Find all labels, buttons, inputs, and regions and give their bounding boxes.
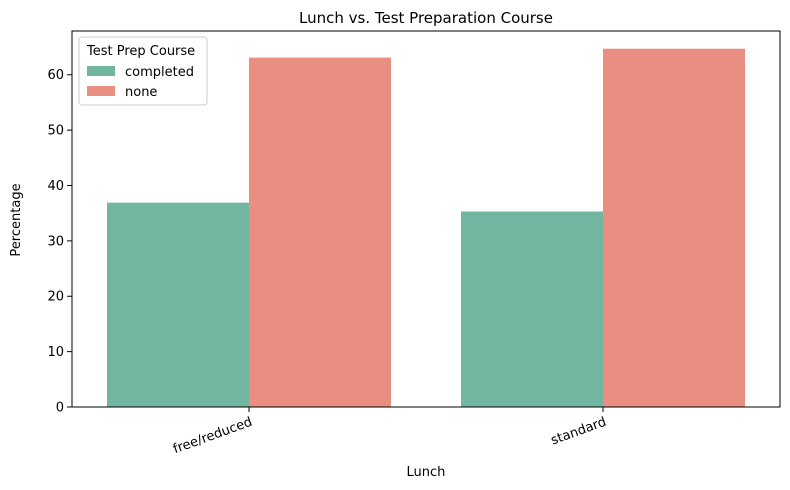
y-tick-label: 10	[47, 345, 64, 360]
plot-frame	[71, 30, 781, 408]
y-tick-label: 20	[47, 290, 64, 305]
bars	[107, 48, 745, 408]
legend-label-completed: completed	[125, 65, 194, 80]
legend-swatch-completed	[87, 66, 115, 76]
bar-none-standard	[603, 48, 745, 407]
bar-completed-standard	[461, 211, 603, 407]
legend-swatch-none	[87, 86, 115, 96]
y-tick-label: 30	[47, 234, 64, 249]
legend-title: Test Prep Course	[86, 44, 195, 59]
x-axis: free/reduced standard	[171, 407, 608, 457]
y-axis: 0 10 20 30 40 50 60	[47, 68, 72, 416]
y-tick-label: 40	[47, 179, 64, 194]
y-tick-label: 60	[47, 68, 64, 83]
y-tick-label: 50	[47, 124, 64, 139]
legend: Test Prep Course completed none	[78, 36, 208, 106]
x-tick-label: standard	[549, 415, 608, 449]
x-axis-label: Lunch	[407, 465, 446, 480]
legend-label-none: none	[125, 85, 157, 100]
bar-completed-free-reduced	[107, 202, 249, 407]
x-tick-label: free/reduced	[171, 415, 254, 457]
y-tick-label: 0	[56, 401, 64, 416]
y-axis-label: Percentage	[9, 183, 24, 256]
bar-none-free-reduced	[249, 57, 391, 408]
chart-title: Lunch vs. Test Preparation Course	[299, 9, 553, 27]
